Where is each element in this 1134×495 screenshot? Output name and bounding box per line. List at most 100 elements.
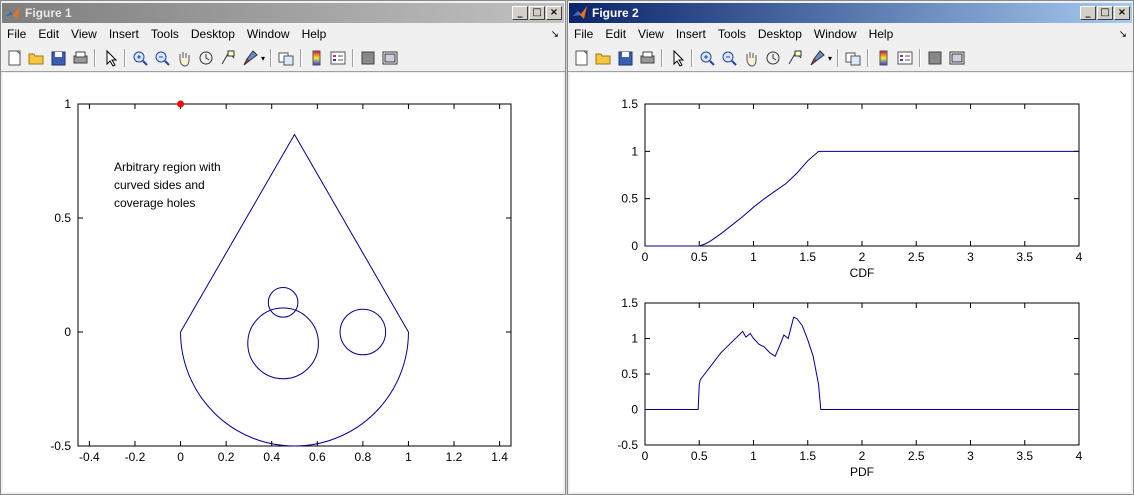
menu-insert[interactable]: Insert [675, 27, 706, 41]
minimize-button[interactable]: _ [512, 6, 528, 20]
save-icon [51, 51, 66, 66]
zoom-in-tool-button[interactable] [129, 47, 151, 69]
dock-arrow-icon[interactable]: ↘ [1118, 28, 1127, 40]
legend-tool-button[interactable] [894, 47, 916, 69]
menu-window[interactable]: Window [813, 27, 857, 41]
print-tool-button[interactable] [636, 47, 658, 69]
edit-plot-arrow-tool-button[interactable] [666, 47, 688, 69]
new-figure-tool-button[interactable] [570, 47, 592, 69]
cdf-xlabel: CDF [850, 266, 875, 280]
window-title: Figure 1 [25, 6, 72, 20]
menu-bar: File Edit View Insert Tools Desktop Wind… [568, 24, 1133, 44]
title-bar[interactable]: Figure 2 _ □ × [569, 3, 1132, 23]
menu-insert[interactable]: Insert [108, 27, 139, 41]
pan-icon [179, 52, 190, 67]
fig1-xtick-label: 1 [405, 450, 412, 464]
pdf-xlabel: PDF [850, 465, 874, 479]
fig1-xtick-label: 0.2 [218, 450, 235, 464]
annotation-line: curved sides and [114, 178, 205, 192]
rotate-3d-tool-button[interactable] [762, 47, 784, 69]
pdf-ytick-label: 0.5 [621, 367, 638, 381]
close-button[interactable]: × [546, 6, 562, 20]
dock-arrow-icon[interactable]: ↘ [550, 28, 559, 40]
pdf-xtick-label: 2 [859, 449, 866, 463]
save-tool-button[interactable] [47, 47, 69, 69]
cdf-xtick-label: 1 [750, 250, 757, 264]
save-tool-button[interactable] [614, 47, 636, 69]
maximize-button[interactable]: □ [1097, 6, 1113, 20]
menu-desktop[interactable]: Desktop [190, 27, 235, 41]
pdf-xtick-label: 1.5 [799, 449, 816, 463]
region-plot[interactable]: -0.4 -0.2 0 0.2 0.4 0.6 0.8 1 1.2 1.4 -0.5 0 0.5 1 Arb… [3, 73, 563, 493]
menu-view[interactable]: View [638, 27, 664, 41]
coverage-hole-right [339, 308, 387, 356]
zoom-out-tool-button[interactable] [151, 47, 173, 69]
data-cursor-icon [788, 50, 802, 65]
cdf-pdf-plots[interactable]: 0 0.5 1 1.5 2 2.5 3 3.5 4 0 0.5 1 1.5 CDF 0 0.5 1 1.5 2 2.5… [570, 73, 1131, 493]
colorbar-tool-button[interactable] [305, 47, 327, 69]
cdf-xtick-label: 2 [859, 250, 866, 264]
pdf-axes-box [644, 302, 1080, 446]
open-file-tool-button[interactable] [592, 47, 614, 69]
cdf-xtick-label: 0 [642, 250, 649, 264]
brush-dropdown-icon[interactable]: ▾ [261, 53, 266, 63]
colorbar-tool-button[interactable] [872, 47, 894, 69]
menu-help[interactable]: Help [868, 27, 894, 41]
maximize-button[interactable]: □ [529, 6, 545, 20]
close-button[interactable]: × [1114, 6, 1130, 20]
figure-toolbar: ▾ [1, 45, 565, 72]
data-cursor-tool-button[interactable] [784, 47, 806, 69]
pdf-xtick-label: 0.5 [691, 449, 708, 463]
menu-file[interactable]: File [7, 27, 27, 41]
menu-help[interactable]: Help [301, 27, 327, 41]
pan-tool-button[interactable] [740, 47, 762, 69]
menu-desktop[interactable]: Desktop [757, 27, 802, 41]
open-file-tool-button[interactable] [25, 47, 47, 69]
cdf-ytick-label: 0.5 [621, 192, 638, 206]
brush-tool-button[interactable] [239, 47, 261, 69]
menu-window[interactable]: Window [246, 27, 290, 41]
zoom-in-icon [700, 51, 715, 66]
show-plot-tools-tool-button[interactable] [946, 47, 968, 69]
menu-edit[interactable]: Edit [38, 27, 60, 41]
edit-plot-arrow-icon [106, 49, 118, 67]
title-bar[interactable]: Figure 1 _ □ × [2, 3, 564, 23]
zoom-out-tool-button[interactable] [718, 47, 740, 69]
figure-canvas[interactable]: -0.4 -0.2 0 0.2 0.4 0.6 0.8 1 1.2 1.4 -0.5 0 0.5 1 Arb… [3, 73, 563, 492]
menu-tools[interactable]: Tools [150, 27, 179, 41]
pan-icon [746, 52, 757, 67]
cdf-xtick-label: 0.5 [691, 250, 708, 264]
rotate-3d-tool-button[interactable] [195, 47, 217, 69]
menu-tools[interactable]: Tools [717, 27, 746, 41]
menu-view[interactable]: View [71, 27, 97, 41]
new-figure-icon [8, 50, 21, 66]
legend-tool-button[interactable] [327, 47, 349, 69]
brush-tool-button[interactable] [806, 47, 828, 69]
link-plot-tool-button[interactable] [842, 47, 864, 69]
cdf-ytick-label: 1.5 [621, 97, 638, 111]
cdf-xtick-label: 1.5 [799, 250, 816, 264]
link-plot-tool-button[interactable] [275, 47, 297, 69]
brush-dropdown-icon[interactable]: ▾ [828, 53, 833, 63]
zoom-in-tool-button[interactable] [696, 47, 718, 69]
menu-file[interactable]: File [574, 27, 594, 41]
hide-plot-tools-tool-button[interactable] [357, 47, 379, 69]
open-file-icon [28, 53, 44, 65]
pan-tool-button[interactable] [173, 47, 195, 69]
coverage-hole-small [267, 287, 299, 318]
region-boundary [180, 133, 409, 447]
colorbar-icon [312, 50, 321, 66]
figure-canvas[interactable]: 0 0.5 1 1.5 2 2.5 3 3.5 4 0 0.5 1 1.5 CDF 0 0.5 1 1.5 2 2.5… [570, 73, 1131, 492]
data-cursor-tool-button[interactable] [217, 47, 239, 69]
print-tool-button[interactable] [69, 47, 91, 69]
fig1-ytick-label: 1 [64, 97, 71, 111]
fig1-xtick-label: 1.4 [491, 450, 508, 464]
figure-2-window: Figure 2 _ □ × File Edit View Insert Too… [567, 0, 1134, 495]
window-title: Figure 2 [592, 6, 639, 20]
show-plot-tools-tool-button[interactable] [379, 47, 401, 69]
minimize-button[interactable]: _ [1080, 6, 1096, 20]
new-figure-tool-button[interactable] [3, 47, 25, 69]
menu-edit[interactable]: Edit [605, 27, 627, 41]
hide-plot-tools-tool-button[interactable] [924, 47, 946, 69]
edit-plot-arrow-tool-button[interactable] [99, 47, 121, 69]
